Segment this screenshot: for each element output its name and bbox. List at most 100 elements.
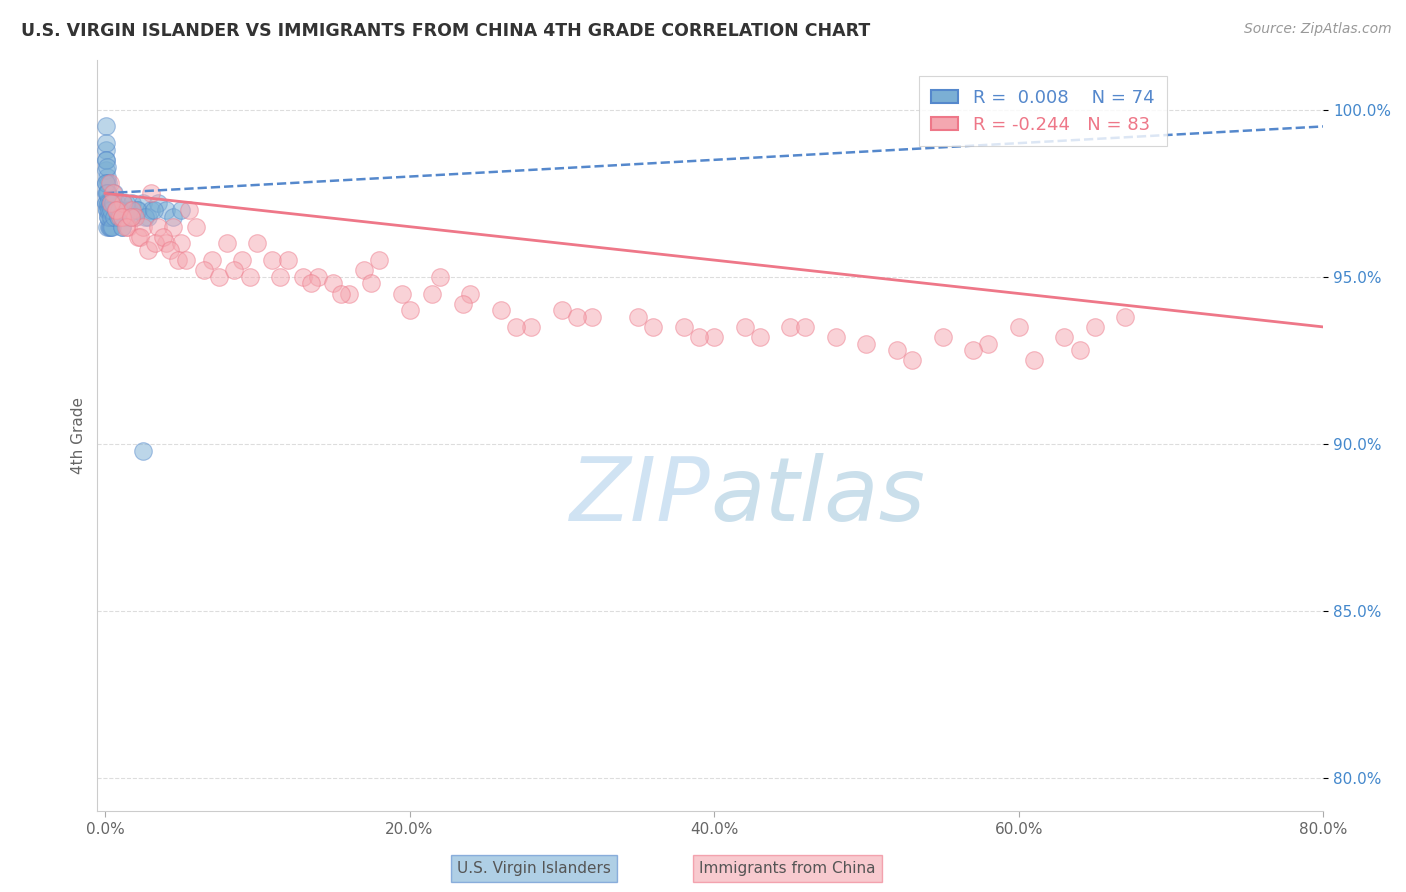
Point — [111, 219, 134, 234]
Point — [200, 253, 222, 268]
Point — [98, 202, 121, 217]
Point — [100, 210, 122, 224]
Text: U.S. Virgin Islanders: U.S. Virgin Islanders — [457, 861, 612, 876]
Point — [104, 202, 127, 217]
Point — [330, 286, 353, 301]
Point — [429, 269, 451, 284]
Point — [391, 286, 413, 301]
Text: atlas: atlas — [710, 452, 925, 539]
Point — [170, 202, 193, 217]
Point — [112, 196, 135, 211]
Point — [98, 210, 121, 224]
Point — [97, 210, 120, 224]
Point — [97, 210, 120, 224]
Point — [825, 330, 848, 344]
Point — [1069, 343, 1091, 358]
Point — [104, 202, 127, 217]
Point — [581, 310, 603, 324]
Point — [269, 269, 291, 284]
Point — [103, 186, 125, 201]
Point — [120, 210, 142, 224]
Point — [115, 210, 138, 224]
Point — [94, 186, 117, 201]
Point — [688, 330, 710, 344]
Point — [96, 196, 118, 211]
Point — [134, 210, 156, 224]
Point — [167, 253, 190, 268]
Point — [368, 253, 391, 268]
Point — [98, 202, 121, 217]
Point — [96, 196, 118, 211]
Point — [103, 202, 125, 217]
Point — [120, 210, 142, 224]
Point — [239, 269, 262, 284]
Text: ZIP: ZIP — [569, 452, 710, 539]
Point — [100, 219, 122, 234]
Point — [97, 202, 120, 217]
Point — [977, 336, 1000, 351]
Point — [703, 330, 725, 344]
Point — [1114, 310, 1136, 324]
Point — [108, 202, 131, 217]
Point — [360, 277, 382, 291]
Point — [159, 243, 181, 257]
Point — [143, 236, 166, 251]
Y-axis label: 4th Grade: 4th Grade — [72, 397, 86, 474]
Text: Immigrants from China: Immigrants from China — [699, 861, 876, 876]
Point — [96, 136, 118, 150]
Point — [104, 210, 127, 224]
Point — [794, 320, 817, 334]
Point — [962, 343, 984, 358]
Point — [779, 320, 801, 334]
Point — [105, 202, 128, 217]
Point — [748, 330, 770, 344]
Point — [155, 202, 177, 217]
Point — [565, 310, 588, 324]
Point — [124, 210, 146, 224]
Point — [307, 269, 329, 284]
Point — [107, 210, 129, 224]
Point — [94, 143, 117, 157]
Point — [398, 303, 420, 318]
Point — [246, 236, 269, 251]
Point — [353, 263, 375, 277]
Point — [100, 202, 122, 217]
Point — [94, 120, 117, 134]
Point — [174, 253, 197, 268]
Point — [734, 320, 756, 334]
Point — [520, 320, 543, 334]
Point — [451, 296, 474, 310]
Point — [1008, 320, 1031, 334]
Point — [1084, 320, 1107, 334]
Point — [299, 277, 322, 291]
Point — [103, 210, 125, 224]
Point — [460, 286, 482, 301]
Point — [162, 219, 184, 234]
Point — [97, 176, 120, 190]
Point — [136, 210, 159, 224]
Point — [931, 330, 953, 344]
Point — [111, 219, 134, 234]
Point — [162, 210, 184, 224]
Text: U.S. VIRGIN ISLANDER VS IMMIGRANTS FROM CHINA 4TH GRADE CORRELATION CHART: U.S. VIRGIN ISLANDER VS IMMIGRANTS FROM … — [21, 22, 870, 40]
Point — [262, 253, 284, 268]
Point — [98, 219, 121, 234]
Point — [96, 202, 118, 217]
Point — [322, 277, 344, 291]
Point — [98, 176, 121, 190]
Point — [100, 196, 122, 211]
Point — [96, 176, 118, 190]
Point — [132, 443, 155, 458]
Point — [177, 202, 200, 217]
Point — [170, 236, 193, 251]
Point — [215, 236, 238, 251]
Point — [101, 202, 124, 217]
Point — [186, 219, 208, 234]
Point — [115, 219, 138, 234]
Point — [96, 186, 118, 201]
Point — [96, 160, 118, 174]
Point — [505, 320, 527, 334]
Point — [98, 196, 121, 211]
Point — [107, 210, 129, 224]
Point — [96, 153, 118, 167]
